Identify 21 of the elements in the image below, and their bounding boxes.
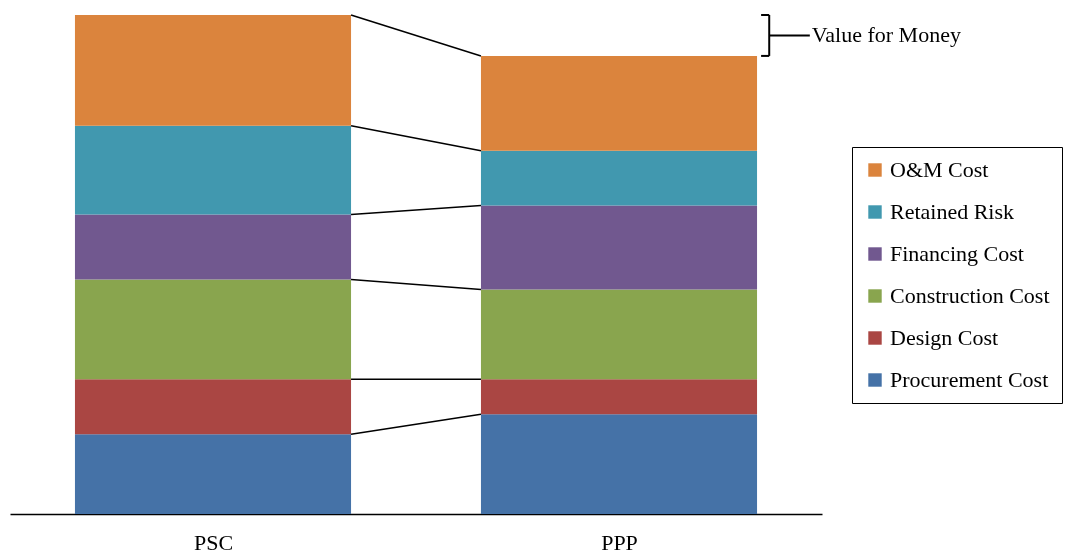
- bar: [480, 205, 758, 290]
- x-tick-label: PPP: [601, 529, 638, 555]
- bar: [74, 214, 352, 280]
- legend-label: Financing Cost: [890, 241, 1024, 266]
- bar: [74, 434, 352, 514]
- bar: [480, 150, 758, 206]
- bar: [74, 15, 352, 126]
- bar: [480, 289, 758, 380]
- legend-label: Procurement Cost: [890, 367, 1049, 392]
- bar: [480, 379, 758, 415]
- bar: [74, 125, 352, 215]
- bar: [74, 279, 352, 380]
- legend-label: Construction Cost: [890, 283, 1050, 308]
- annotation: Value for Money: [811, 22, 961, 48]
- legend-label: Design Cost: [890, 325, 999, 350]
- bar: [480, 55, 758, 151]
- bar: [480, 414, 758, 514]
- legend-label: Retained Risk: [890, 199, 1015, 224]
- bar: [74, 379, 352, 435]
- legend-label: O&M Cost: [890, 157, 989, 182]
- x-tick-label: PSC: [193, 529, 234, 555]
